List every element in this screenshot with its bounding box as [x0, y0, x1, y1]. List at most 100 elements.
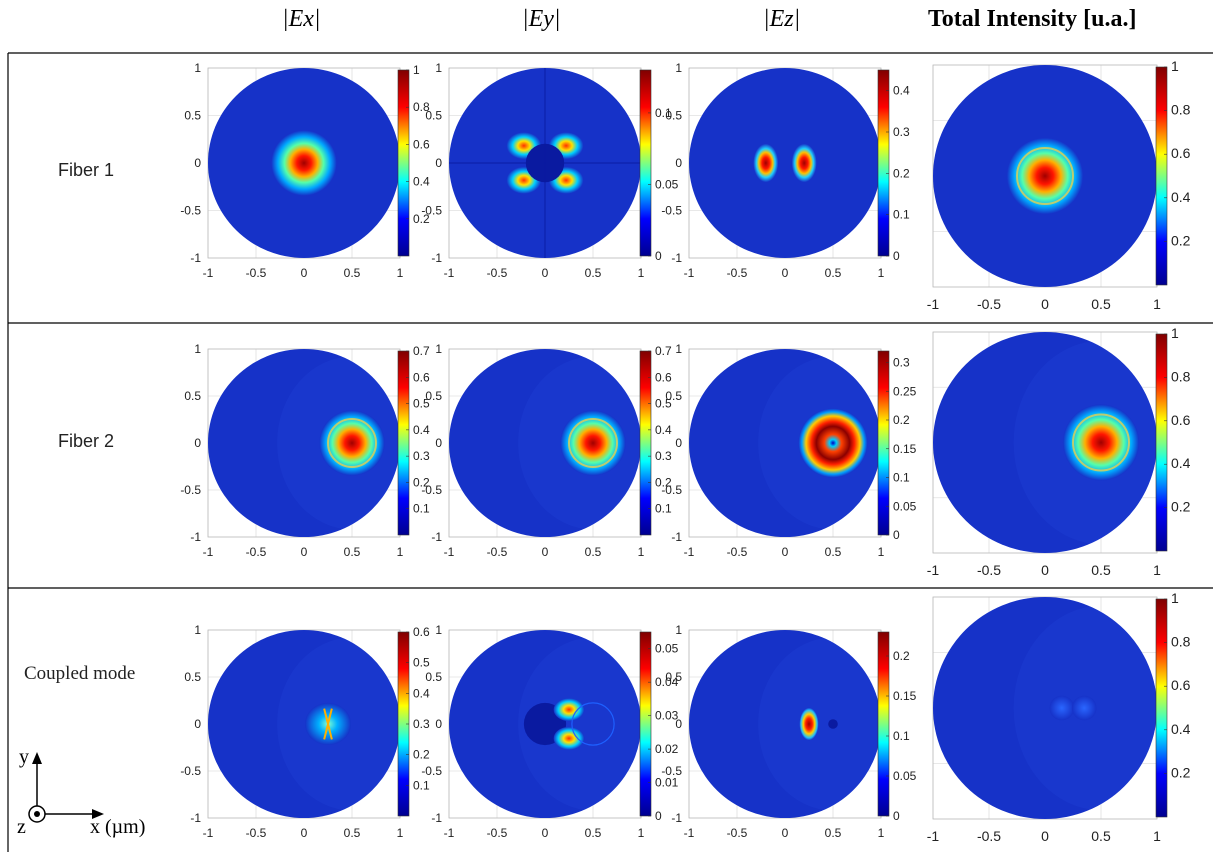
y-tick-label: -1 — [431, 251, 442, 265]
colorbar-label: 0.6 — [413, 370, 430, 384]
y-tick-label: -1 — [190, 530, 201, 544]
y-axis-label: y — [19, 746, 29, 768]
colorbar-label: 0.4 — [413, 423, 430, 437]
y-tick-label: 0.5 — [665, 109, 682, 123]
x-tick-label: 0.5 — [585, 266, 602, 280]
x-tick-label: 1 — [1153, 828, 1161, 844]
colorbar-label: 0.1 — [893, 208, 910, 222]
x-tick-label: 0 — [542, 266, 549, 280]
x-tick-label: -1 — [444, 266, 455, 280]
subplot-8: -1 -0.5 0 0.5 1 1 0.5 0 -0.5 -1 0.6 0.5 0.4 0.3 0.2 0.1 — [180, 623, 430, 840]
x-tick-label: 1 — [397, 545, 404, 559]
row-label-fiber1: Fiber 1 — [58, 160, 115, 180]
colorbar-label: 0.8 — [1171, 102, 1191, 118]
colorbar-label: 0.25 — [893, 384, 917, 398]
y-tick-label: 1 — [194, 61, 201, 75]
x-tick-label: 1 — [638, 266, 645, 280]
x-tick-label: 0.5 — [1091, 296, 1111, 312]
y-tick-label: 0 — [675, 717, 682, 731]
y-tick-label: 0.5 — [665, 670, 682, 684]
x-tick-label: 0.5 — [344, 826, 361, 840]
x-tick-label: -0.5 — [727, 545, 748, 559]
colorbar-label: 0.04 — [655, 675, 679, 689]
x-tick-label: -0.5 — [246, 826, 267, 840]
x-tick-label: 0.5 — [344, 266, 361, 280]
colorbar-label: 0.2 — [1171, 232, 1191, 248]
colorbar-label: 0.1 — [893, 729, 910, 743]
x-tick-label: 0.5 — [825, 826, 842, 840]
colorbar-label: 0.4 — [413, 686, 430, 700]
x-tick-label: -1 — [684, 545, 695, 559]
colorbar-label: 0.3 — [893, 356, 910, 370]
y-tick-label: -0.5 — [661, 764, 682, 778]
colorbar-label: 0.3 — [413, 717, 430, 731]
x-tick-label: -1 — [684, 826, 695, 840]
subplot-10: -1 -0.5 0 0.5 1 1 0.5 0 -0.5 -1 0.2 0.15 0.1 0.05 0 — [661, 623, 916, 840]
y-tick-label: 0 — [194, 717, 201, 731]
colorbar-label: 1 — [1171, 590, 1179, 606]
y-tick-label: 1 — [675, 61, 682, 75]
x-tick-label: 1 — [638, 826, 645, 840]
colorbar-label: 0.01 — [655, 776, 679, 790]
col-header-ex: |Ex| — [282, 6, 321, 32]
y-tick-label: 1 — [194, 342, 201, 356]
x-tick-label: 0 — [782, 826, 789, 840]
colorbar-label: 0 — [655, 249, 662, 263]
x-tick-label: 1 — [397, 266, 404, 280]
y-arrowhead — [32, 752, 42, 764]
x-tick-label: 0 — [542, 545, 549, 559]
colorbar — [397, 350, 410, 536]
subplot-4: -1 -0.5 0 0.5 1 1 0.5 0 -0.5 -1 0.7 0.6 0.5 0.4 0.3 0.2… — [180, 342, 430, 559]
x-tick-label: -0.5 — [487, 826, 508, 840]
subplot-0: -1 -0.5 0 0.5 1 1 0.5 0 -0.5 -1 1 0.8 0.6 0.4 0.2 — [180, 61, 430, 280]
x-tick-label: -0.5 — [487, 266, 508, 280]
y-tick-label: -0.5 — [421, 483, 442, 497]
colorbar-label: 1 — [1171, 325, 1179, 341]
colorbar-label: 0.5 — [413, 656, 430, 670]
x-tick-label: -0.5 — [727, 266, 748, 280]
colorbar-label: 0.8 — [413, 100, 430, 114]
colorbar-label: 0.4 — [1171, 455, 1191, 471]
y-tick-label: 0 — [435, 717, 442, 731]
colorbar-label: 0.05 — [655, 177, 679, 191]
field-lobe — [753, 143, 779, 183]
x-tick-label: -1 — [203, 826, 214, 840]
y-tick-label: -0.5 — [661, 204, 682, 218]
x-tick-label: -0.5 — [977, 562, 1001, 578]
colorbar-label: 0.1 — [413, 778, 430, 792]
y-tick-label: -1 — [671, 530, 682, 544]
colorbar-label: 0.6 — [413, 625, 430, 639]
x-arrowhead — [92, 809, 104, 819]
row-label-coupled: Coupled mode — [24, 663, 136, 684]
colorbar-label: 0.6 — [413, 137, 430, 151]
x-tick-label: -1 — [203, 266, 214, 280]
x-tick-label: -0.5 — [727, 826, 748, 840]
colorbar-label: 1 — [413, 63, 420, 77]
y-tick-label: 1 — [435, 342, 442, 356]
x-tick-label: 1 — [1153, 296, 1161, 312]
colorbar-label: 0.05 — [655, 642, 679, 656]
x-tick-label: 0.5 — [1091, 828, 1111, 844]
colorbar — [877, 350, 890, 536]
field-spot — [560, 410, 626, 476]
colorbar — [1155, 598, 1168, 818]
field-spot — [319, 410, 385, 476]
x-tick-label: 0 — [301, 266, 308, 280]
field-lobe — [791, 143, 817, 183]
subplot-9: -1 -0.5 0 0.5 1 1 0.5 0 -0.5 -1 0.05 0.04 0.03 0.02 0.… — [421, 623, 678, 840]
colorbar — [639, 69, 652, 257]
y-tick-label: 0.5 — [184, 389, 201, 403]
x-tick-label: 0 — [782, 266, 789, 280]
y-tick-label: 0.5 — [184, 670, 201, 684]
x-tick-label: -1 — [927, 828, 940, 844]
x-tick-label: -1 — [444, 826, 455, 840]
subplot-1: -1 -0.5 0 0.5 1 1 0.5 0 -0.5 -1 0.1 0.05 0 — [421, 61, 678, 280]
y-tick-label: 0 — [194, 156, 201, 170]
field-lobe — [799, 707, 819, 741]
x-tick-label: -0.5 — [246, 266, 267, 280]
row-label-fiber2: Fiber 2 — [58, 431, 115, 451]
colorbar — [1155, 333, 1168, 552]
x-tick-label: -1 — [927, 562, 940, 578]
field-ring — [568, 418, 618, 468]
